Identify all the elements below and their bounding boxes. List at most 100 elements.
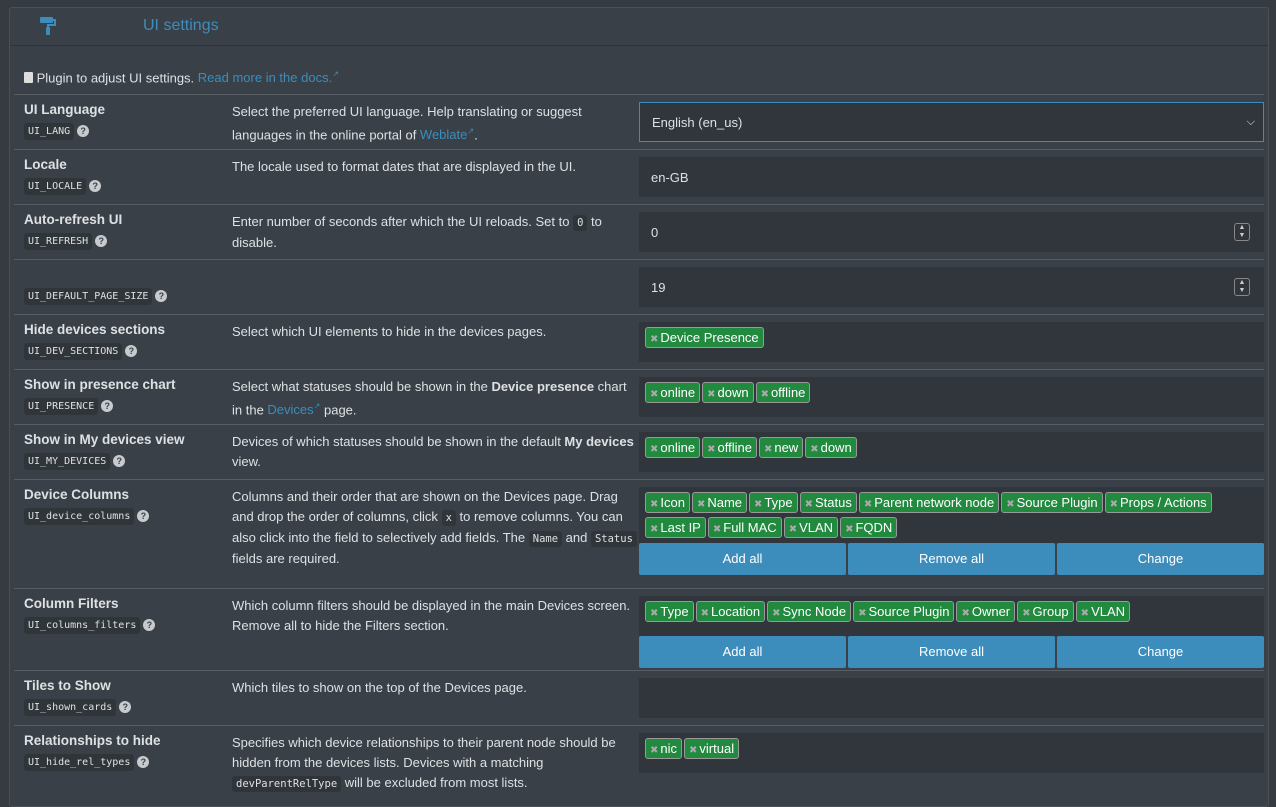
help-icon[interactable]: ? (101, 399, 114, 412)
setting-key: UI_hide_rel_types (24, 754, 135, 771)
number-input[interactable]: 19 ▲ ▼ (639, 267, 1264, 307)
setting-key: UI_DEV_SECTIONS (24, 343, 123, 360)
add-all-button[interactable]: Add all (639, 636, 846, 668)
tag-input[interactable]: ✖ online ✖ down ✖ offline (639, 377, 1264, 417)
remove-all-button[interactable]: Remove all (848, 636, 1055, 668)
setting-key: UI_DEFAULT_PAGE_SIZE (24, 288, 153, 305)
tag: ✖ VLAN (783, 517, 839, 538)
help-icon[interactable]: ? (77, 124, 90, 137)
description-text: My devices (564, 434, 634, 449)
remove-tag-icon[interactable]: ✖ (650, 444, 659, 455)
remove-tag-icon[interactable]: ✖ (961, 608, 970, 619)
description-text: Specifies which device relationships to … (232, 735, 616, 770)
spinner-icon[interactable]: ▲ ▼ (1234, 223, 1250, 241)
docs-link[interactable]: Read more in the docs.↗ (197, 70, 339, 86)
help-icon[interactable]: ? (143, 618, 156, 631)
locale-input[interactable]: en-GB (639, 157, 1264, 197)
tag: ✖ nic (645, 738, 683, 759)
change-button[interactable]: Change (1057, 543, 1264, 575)
remove-tag-icon[interactable]: ✖ (1109, 499, 1118, 510)
tag-input[interactable]: ✖ Type ✖ Location ✖ Sync Node ✖ Source Plugin ✖ O… (639, 596, 1264, 636)
description-text: view. (232, 454, 261, 469)
remove-tag-icon[interactable]: ✖ (858, 608, 867, 619)
setting-description: Which tiles to show on the top of the De… (232, 678, 637, 698)
help-icon[interactable]: ? (119, 700, 132, 713)
description-text: Select which UI elements to hide in the … (232, 324, 547, 339)
language-select[interactable]: English (en_us) ⌵ (639, 102, 1264, 142)
setting-key: UI_columns_filters (24, 617, 141, 634)
description-text: Select the preferred UI language. Help t… (232, 104, 582, 143)
setting-row: UI_DEFAULT_PAGE_SIZE? 19 ▲ ▼ (14, 259, 1264, 314)
external-link[interactable]: Devices↗ (267, 402, 321, 418)
tag: ✖ offline (702, 437, 757, 458)
tag: ✖ VLAN (1075, 601, 1131, 622)
setting-row: Relationships to hide UI_hide_rel_types? S… (14, 725, 1264, 797)
remove-tag-icon[interactable]: ✖ (760, 389, 769, 400)
remove-tag-icon[interactable]: ✖ (804, 499, 814, 510)
tag-input[interactable]: ✖ nic ✖ virtual (639, 733, 1264, 773)
help-icon[interactable]: ? (137, 509, 150, 522)
setting-description: Enter number of seconds after which the … (232, 212, 637, 253)
tag-input[interactable]: ✖ Icon ✖ Name ✖ Type ✖ Status ✖ Parent network no… (639, 487, 1264, 543)
help-icon[interactable]: ? (89, 179, 102, 192)
remove-tag-icon[interactable]: ✖ (772, 608, 781, 619)
change-button[interactable]: Change (1057, 636, 1264, 668)
remove-tag-icon[interactable]: ✖ (650, 524, 659, 535)
description-text: x (441, 510, 456, 526)
remove-tag-icon[interactable]: ✖ (650, 499, 659, 510)
remove-tag-icon[interactable]: ✖ (707, 389, 716, 400)
panel-header: UI settings (10, 8, 1268, 46)
spinner-icon[interactable]: ▲ ▼ (1234, 278, 1250, 296)
remove-tag-icon[interactable]: ✖ (1080, 608, 1090, 619)
remove-tag-icon[interactable]: ✖ (650, 334, 659, 345)
description-text: Select what statuses should be shown in … (232, 379, 492, 394)
setting-key: UI_PRESENCE (24, 398, 99, 415)
number-input[interactable]: 0 ▲ ▼ (639, 212, 1264, 252)
setting-description: Select which UI elements to hide in the … (232, 322, 637, 342)
description-text: Devices (267, 402, 314, 418)
remove-tag-icon[interactable]: ✖ (650, 389, 659, 400)
remove-all-button[interactable]: Remove all (848, 543, 1055, 575)
chevron-down-icon: ⌵ (1246, 116, 1255, 128)
tag: ✖ Owner (956, 601, 1016, 622)
tag: ✖ Props / Actions (1104, 492, 1212, 513)
remove-tag-icon[interactable]: ✖ (650, 745, 659, 756)
help-icon[interactable]: ? (95, 234, 108, 247)
help-icon[interactable]: ? (137, 755, 150, 768)
tag: ✖ Type (749, 492, 798, 513)
remove-tag-icon[interactable]: ✖ (707, 444, 716, 455)
setting-row: Show in My devices view UI_MY_DEVICES? Dev… (14, 424, 1264, 479)
help-icon[interactable]: ? (113, 454, 126, 467)
tag: ✖ Source Plugin (1001, 492, 1103, 513)
tag: ✖ offline (755, 382, 811, 403)
tag: ✖ Name (691, 492, 748, 513)
tag-input[interactable]: ✖ online ✖ offline ✖ new ✖ down (639, 432, 1264, 472)
remove-tag-icon[interactable]: ✖ (863, 499, 873, 510)
remove-tag-icon[interactable]: ✖ (1022, 608, 1031, 619)
remove-tag-icon[interactable]: ✖ (650, 608, 659, 619)
tag: ✖ Type (645, 601, 694, 622)
remove-tag-icon[interactable]: ✖ (763, 444, 773, 455)
help-icon[interactable]: ? (125, 344, 138, 357)
remove-tag-icon[interactable]: ✖ (1006, 499, 1015, 510)
external-link[interactable]: Weblate↗ (419, 127, 475, 143)
remove-tag-icon[interactable]: ✖ (689, 745, 698, 756)
tag-input[interactable]: ✖ Device Presence (639, 322, 1264, 362)
tag: ✖ Icon (645, 492, 690, 513)
description-text: The locale used to format dates that are… (232, 159, 576, 174)
remove-tag-icon[interactable]: ✖ (754, 499, 763, 510)
add-all-button[interactable]: Add all (639, 543, 846, 575)
remove-tag-icon[interactable]: ✖ (696, 499, 706, 510)
help-icon[interactable]: ? (155, 289, 168, 302)
remove-tag-icon[interactable]: ✖ (712, 524, 722, 535)
remove-tag-icon[interactable]: ✖ (700, 608, 709, 619)
setting-name (24, 267, 167, 287)
tag: ✖ down (805, 437, 857, 458)
remove-tag-icon[interactable]: ✖ (788, 524, 798, 535)
remove-tag-icon[interactable]: ✖ (810, 444, 819, 455)
tag-input[interactable] (639, 678, 1264, 718)
setting-name: Tiles to Show (24, 678, 111, 693)
book-icon (24, 72, 33, 84)
tag: ✖ virtual (684, 738, 740, 759)
remove-tag-icon[interactable]: ✖ (845, 524, 854, 535)
